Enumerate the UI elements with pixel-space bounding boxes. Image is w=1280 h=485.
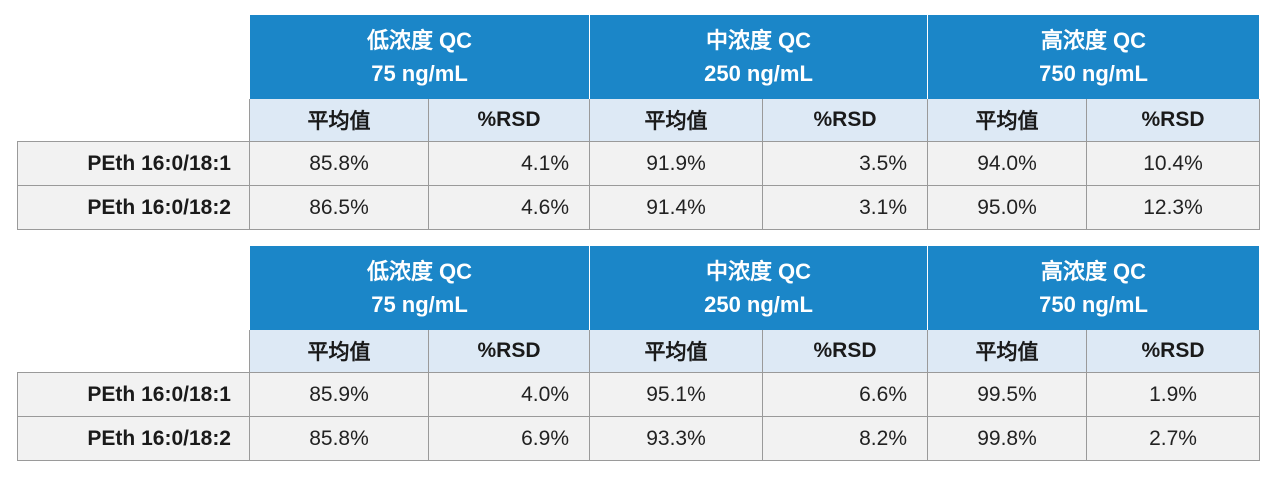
subheader-rsd: %RSD	[1086, 99, 1260, 142]
cell-mean: 93.3%	[589, 416, 763, 461]
cell-mean: 91.4%	[589, 185, 763, 230]
cell-mean: 85.8%	[249, 141, 429, 186]
subheader-row: 平均值 %RSD 平均值 %RSD 平均值 %RSD	[17, 330, 1260, 373]
cell-mean: 85.9%	[249, 372, 429, 417]
subheader-rsd: %RSD	[428, 330, 590, 373]
group-title: 中浓度 QC	[705, 28, 812, 53]
cell-rsd: 4.1%	[428, 141, 590, 186]
group-title: 中浓度 QC	[705, 259, 812, 284]
group-header-low-qc: 低浓度 QC 75 ng/mL	[249, 246, 590, 330]
group-header-high-qc: 高浓度 QC 750 ng/mL	[927, 15, 1260, 99]
group-title: 高浓度 QC	[1040, 28, 1147, 53]
subheader-rsd: %RSD	[762, 330, 928, 373]
cell-mean: 86.5%	[249, 185, 429, 230]
subheader-mean: 平均值	[249, 99, 429, 142]
cell-mean: 95.0%	[927, 185, 1087, 230]
group-title: 低浓度 QC	[366, 259, 473, 284]
subheader-corner	[17, 330, 250, 373]
group-concentration: 75 ng/mL	[371, 292, 468, 317]
subheader-mean: 平均值	[927, 99, 1087, 142]
cell-rsd: 6.6%	[762, 372, 928, 417]
group-concentration: 750 ng/mL	[1039, 61, 1148, 86]
group-header-row: 低浓度 QC 75 ng/mL 中浓度 QC 250 ng/mL 高浓度 QC …	[17, 15, 1260, 99]
table-row: PEth 16:0/18:2 86.5% 4.6% 91.4% 3.1% 95.…	[17, 185, 1260, 230]
row-label: PEth 16:0/18:1	[17, 372, 250, 417]
cell-rsd: 6.9%	[428, 416, 590, 461]
cell-mean: 99.8%	[927, 416, 1087, 461]
group-concentration: 750 ng/mL	[1039, 292, 1148, 317]
row-label: PEth 16:0/18:1	[17, 141, 250, 186]
cell-rsd: 3.1%	[762, 185, 928, 230]
cell-rsd: 4.0%	[428, 372, 590, 417]
qc-results-table-2: 低浓度 QC 75 ng/mL 中浓度 QC 250 ng/mL 高浓度 QC …	[17, 246, 1260, 461]
subheader-row: 平均值 %RSD 平均值 %RSD 平均值 %RSD	[17, 99, 1260, 142]
subheader-mean: 平均值	[589, 330, 763, 373]
table-row: PEth 16:0/18:1 85.9% 4.0% 95.1% 6.6% 99.…	[17, 372, 1260, 417]
group-header-mid-qc: 中浓度 QC 250 ng/mL	[589, 15, 928, 99]
row-label: PEth 16:0/18:2	[17, 416, 250, 461]
group-title: 低浓度 QC	[366, 28, 473, 53]
cell-rsd: 12.3%	[1086, 185, 1260, 230]
group-header-mid-qc: 中浓度 QC 250 ng/mL	[589, 246, 928, 330]
table-row: PEth 16:0/18:1 85.8% 4.1% 91.9% 3.5% 94.…	[17, 141, 1260, 186]
cell-rsd: 10.4%	[1086, 141, 1260, 186]
subheader-rsd: %RSD	[428, 99, 590, 142]
subheader-mean: 平均值	[589, 99, 763, 142]
group-concentration: 75 ng/mL	[371, 61, 468, 86]
group-concentration: 250 ng/mL	[704, 61, 813, 86]
group-header-row: 低浓度 QC 75 ng/mL 中浓度 QC 250 ng/mL 高浓度 QC …	[17, 246, 1260, 330]
header-corner	[17, 246, 250, 330]
cell-rsd: 4.6%	[428, 185, 590, 230]
subheader-mean: 平均值	[249, 330, 429, 373]
cell-rsd: 2.7%	[1086, 416, 1260, 461]
cell-rsd: 8.2%	[762, 416, 928, 461]
subheader-mean: 平均值	[927, 330, 1087, 373]
group-concentration: 250 ng/mL	[704, 292, 813, 317]
cell-mean: 95.1%	[589, 372, 763, 417]
cell-rsd: 1.9%	[1086, 372, 1260, 417]
row-label: PEth 16:0/18:2	[17, 185, 250, 230]
group-header-high-qc: 高浓度 QC 750 ng/mL	[927, 246, 1260, 330]
table-row: PEth 16:0/18:2 85.8% 6.9% 93.3% 8.2% 99.…	[17, 416, 1260, 461]
subheader-corner	[17, 99, 250, 142]
cell-mean: 91.9%	[589, 141, 763, 186]
cell-mean: 85.8%	[249, 416, 429, 461]
cell-mean: 94.0%	[927, 141, 1087, 186]
group-title: 高浓度 QC	[1040, 259, 1147, 284]
cell-mean: 99.5%	[927, 372, 1087, 417]
group-header-low-qc: 低浓度 QC 75 ng/mL	[249, 15, 590, 99]
subheader-rsd: %RSD	[1086, 330, 1260, 373]
cell-rsd: 3.5%	[762, 141, 928, 186]
subheader-rsd: %RSD	[762, 99, 928, 142]
header-corner	[17, 15, 250, 99]
qc-results-table-1: 低浓度 QC 75 ng/mL 中浓度 QC 250 ng/mL 高浓度 QC …	[17, 15, 1260, 230]
